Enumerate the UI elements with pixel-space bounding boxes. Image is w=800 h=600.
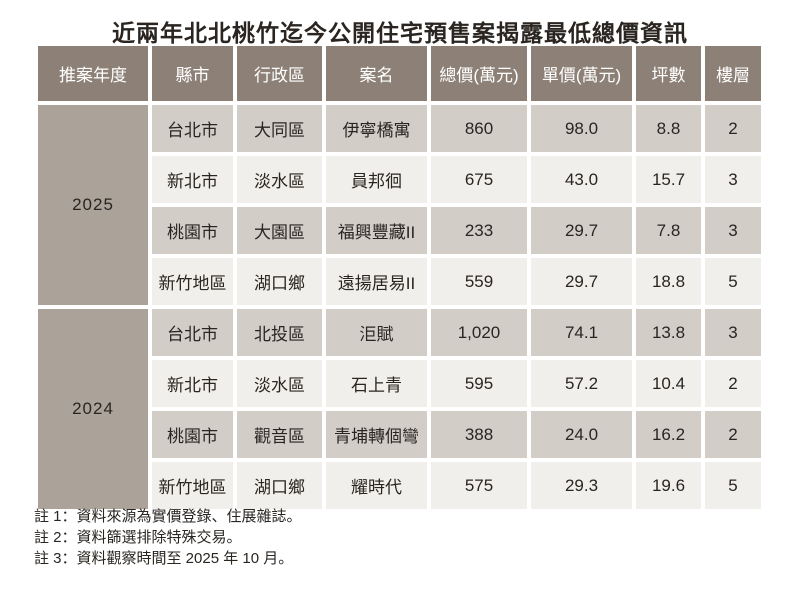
- cell-floor: 5: [705, 258, 761, 305]
- footnote-2: 註 2：資料篩選排除特殊交易。: [34, 529, 242, 546]
- table-row: 2024 台北市 北投區 洰賦 1,020 74.1 13.8 3: [38, 309, 761, 509]
- cell-city: 桃園市: [152, 207, 233, 254]
- column-header-2: 行政區: [237, 46, 322, 101]
- cell-city: 新北市: [152, 156, 233, 203]
- cell-floor: 5: [705, 462, 761, 509]
- cell-project-name: 耀時代: [326, 462, 427, 509]
- cell-project-name: 洰賦: [326, 309, 427, 356]
- cell-district: 大同區: [237, 105, 322, 152]
- cell-area: 8.8: [636, 105, 701, 152]
- table-row: 2025 台北市 大同區 伊寧橋寓 860 98.0 8.8 2: [38, 105, 761, 305]
- footnotes: 註 1：資料來源為實價登錄、住展雜誌。 註 2：資料篩選排除特殊交易。 註 3：…: [34, 506, 302, 569]
- cell-project-name: 石上青: [326, 360, 427, 407]
- column-header-1: 縣市: [152, 46, 233, 101]
- cell-district: 北投區: [237, 309, 322, 356]
- cell-project-name: 青埔轉個彎: [326, 411, 427, 458]
- cell-area: 16.2: [636, 411, 701, 458]
- column-header-0: 推案年度: [38, 46, 148, 101]
- column-header-3: 案名: [326, 46, 427, 101]
- cell-city: 新北市: [152, 360, 233, 407]
- cell-total-price: 1,020: [431, 309, 527, 356]
- cell-unit-price: 57.2: [531, 360, 632, 407]
- footnote-3: 註 3：資料觀察時間至 2025 年 10 月。: [34, 550, 294, 567]
- cell-unit-price: 24.0: [531, 411, 632, 458]
- page-title: 近兩年北北桃竹迄今公開住宅預售案揭露最低總價資訊: [112, 20, 688, 46]
- column-header-4: 總價(萬元): [431, 46, 527, 101]
- table-row: 新竹地區 湖口鄉 遠揚居易II 559 29.7 18.8 5: [38, 258, 761, 305]
- cell-unit-price: 29.7: [531, 207, 632, 254]
- cell-area: 18.8: [636, 258, 701, 305]
- cell-total-price: 559: [431, 258, 527, 305]
- footnote-1: 註 1：資料來源為實價登錄、住展雜誌。: [34, 508, 302, 525]
- cell-total-price: 675: [431, 156, 527, 203]
- cell-total-price: 233: [431, 207, 527, 254]
- cell-total-price: 595: [431, 360, 527, 407]
- table-row: 桃園市 大園區 福興豐藏II 233 29.7 7.8 3: [38, 207, 761, 254]
- cell-floor: 2: [705, 105, 761, 152]
- cell-project-name: 福興豐藏II: [326, 207, 427, 254]
- cell-project-name: 伊寧橋寓: [326, 105, 427, 152]
- cell-district: 湖口鄉: [237, 462, 322, 509]
- cell-city: 新竹地區: [152, 462, 233, 509]
- column-header-7: 樓層: [705, 46, 761, 101]
- cell-city: 桃園市: [152, 411, 233, 458]
- table-row: 桃園市 觀音區 青埔轉個彎 388 24.0 16.2 2: [38, 411, 761, 458]
- table-row: 新北市 淡水區 石上青 595 57.2 10.4 2: [38, 360, 761, 407]
- cell-district: 湖口鄉: [237, 258, 322, 305]
- cell-district: 大園區: [237, 207, 322, 254]
- cell-floor: 2: [705, 360, 761, 407]
- table-header-row: 推案年度 縣市 行政區 案名 總價(萬元) 單價(萬元) 坪數 樓層: [38, 46, 761, 101]
- cell-city: 台北市: [152, 105, 233, 152]
- year-cell: 2025: [38, 105, 148, 305]
- cell-area: 7.8: [636, 207, 701, 254]
- cell-floor: 2: [705, 411, 761, 458]
- cell-floor: 3: [705, 309, 761, 356]
- cell-unit-price: 74.1: [531, 309, 632, 356]
- cell-project-name: 員邦徊: [326, 156, 427, 203]
- cell-unit-price: 29.3: [531, 462, 632, 509]
- cell-project-name: 遠揚居易II: [326, 258, 427, 305]
- cell-district: 淡水區: [237, 156, 322, 203]
- cell-area: 19.6: [636, 462, 701, 509]
- table-row: 新北市 淡水區 員邦徊 675 43.0 15.7 3: [38, 156, 761, 203]
- cell-floor: 3: [705, 156, 761, 203]
- year-cell: 2024: [38, 309, 148, 509]
- cell-total-price: 860: [431, 105, 527, 152]
- presale-price-table: 推案年度 縣市 行政區 案名 總價(萬元) 單價(萬元) 坪數 樓層 2025 台北市 大同區 伊寧…: [34, 42, 765, 513]
- table-row: 新竹地區 湖口鄉 耀時代 575 29.3 19.6 5: [38, 462, 761, 509]
- cell-unit-price: 43.0: [531, 156, 632, 203]
- cell-floor: 3: [705, 207, 761, 254]
- cell-area: 15.7: [636, 156, 701, 203]
- cell-unit-price: 29.7: [531, 258, 632, 305]
- cell-district: 觀音區: [237, 411, 322, 458]
- cell-city: 台北市: [152, 309, 233, 356]
- column-header-6: 坪數: [636, 46, 701, 101]
- cell-total-price: 388: [431, 411, 527, 458]
- cell-area: 13.8: [636, 309, 701, 356]
- cell-area: 10.4: [636, 360, 701, 407]
- cell-unit-price: 98.0: [531, 105, 632, 152]
- cell-district: 淡水區: [237, 360, 322, 407]
- cell-city: 新竹地區: [152, 258, 233, 305]
- cell-total-price: 575: [431, 462, 527, 509]
- column-header-5: 單價(萬元): [531, 46, 632, 101]
